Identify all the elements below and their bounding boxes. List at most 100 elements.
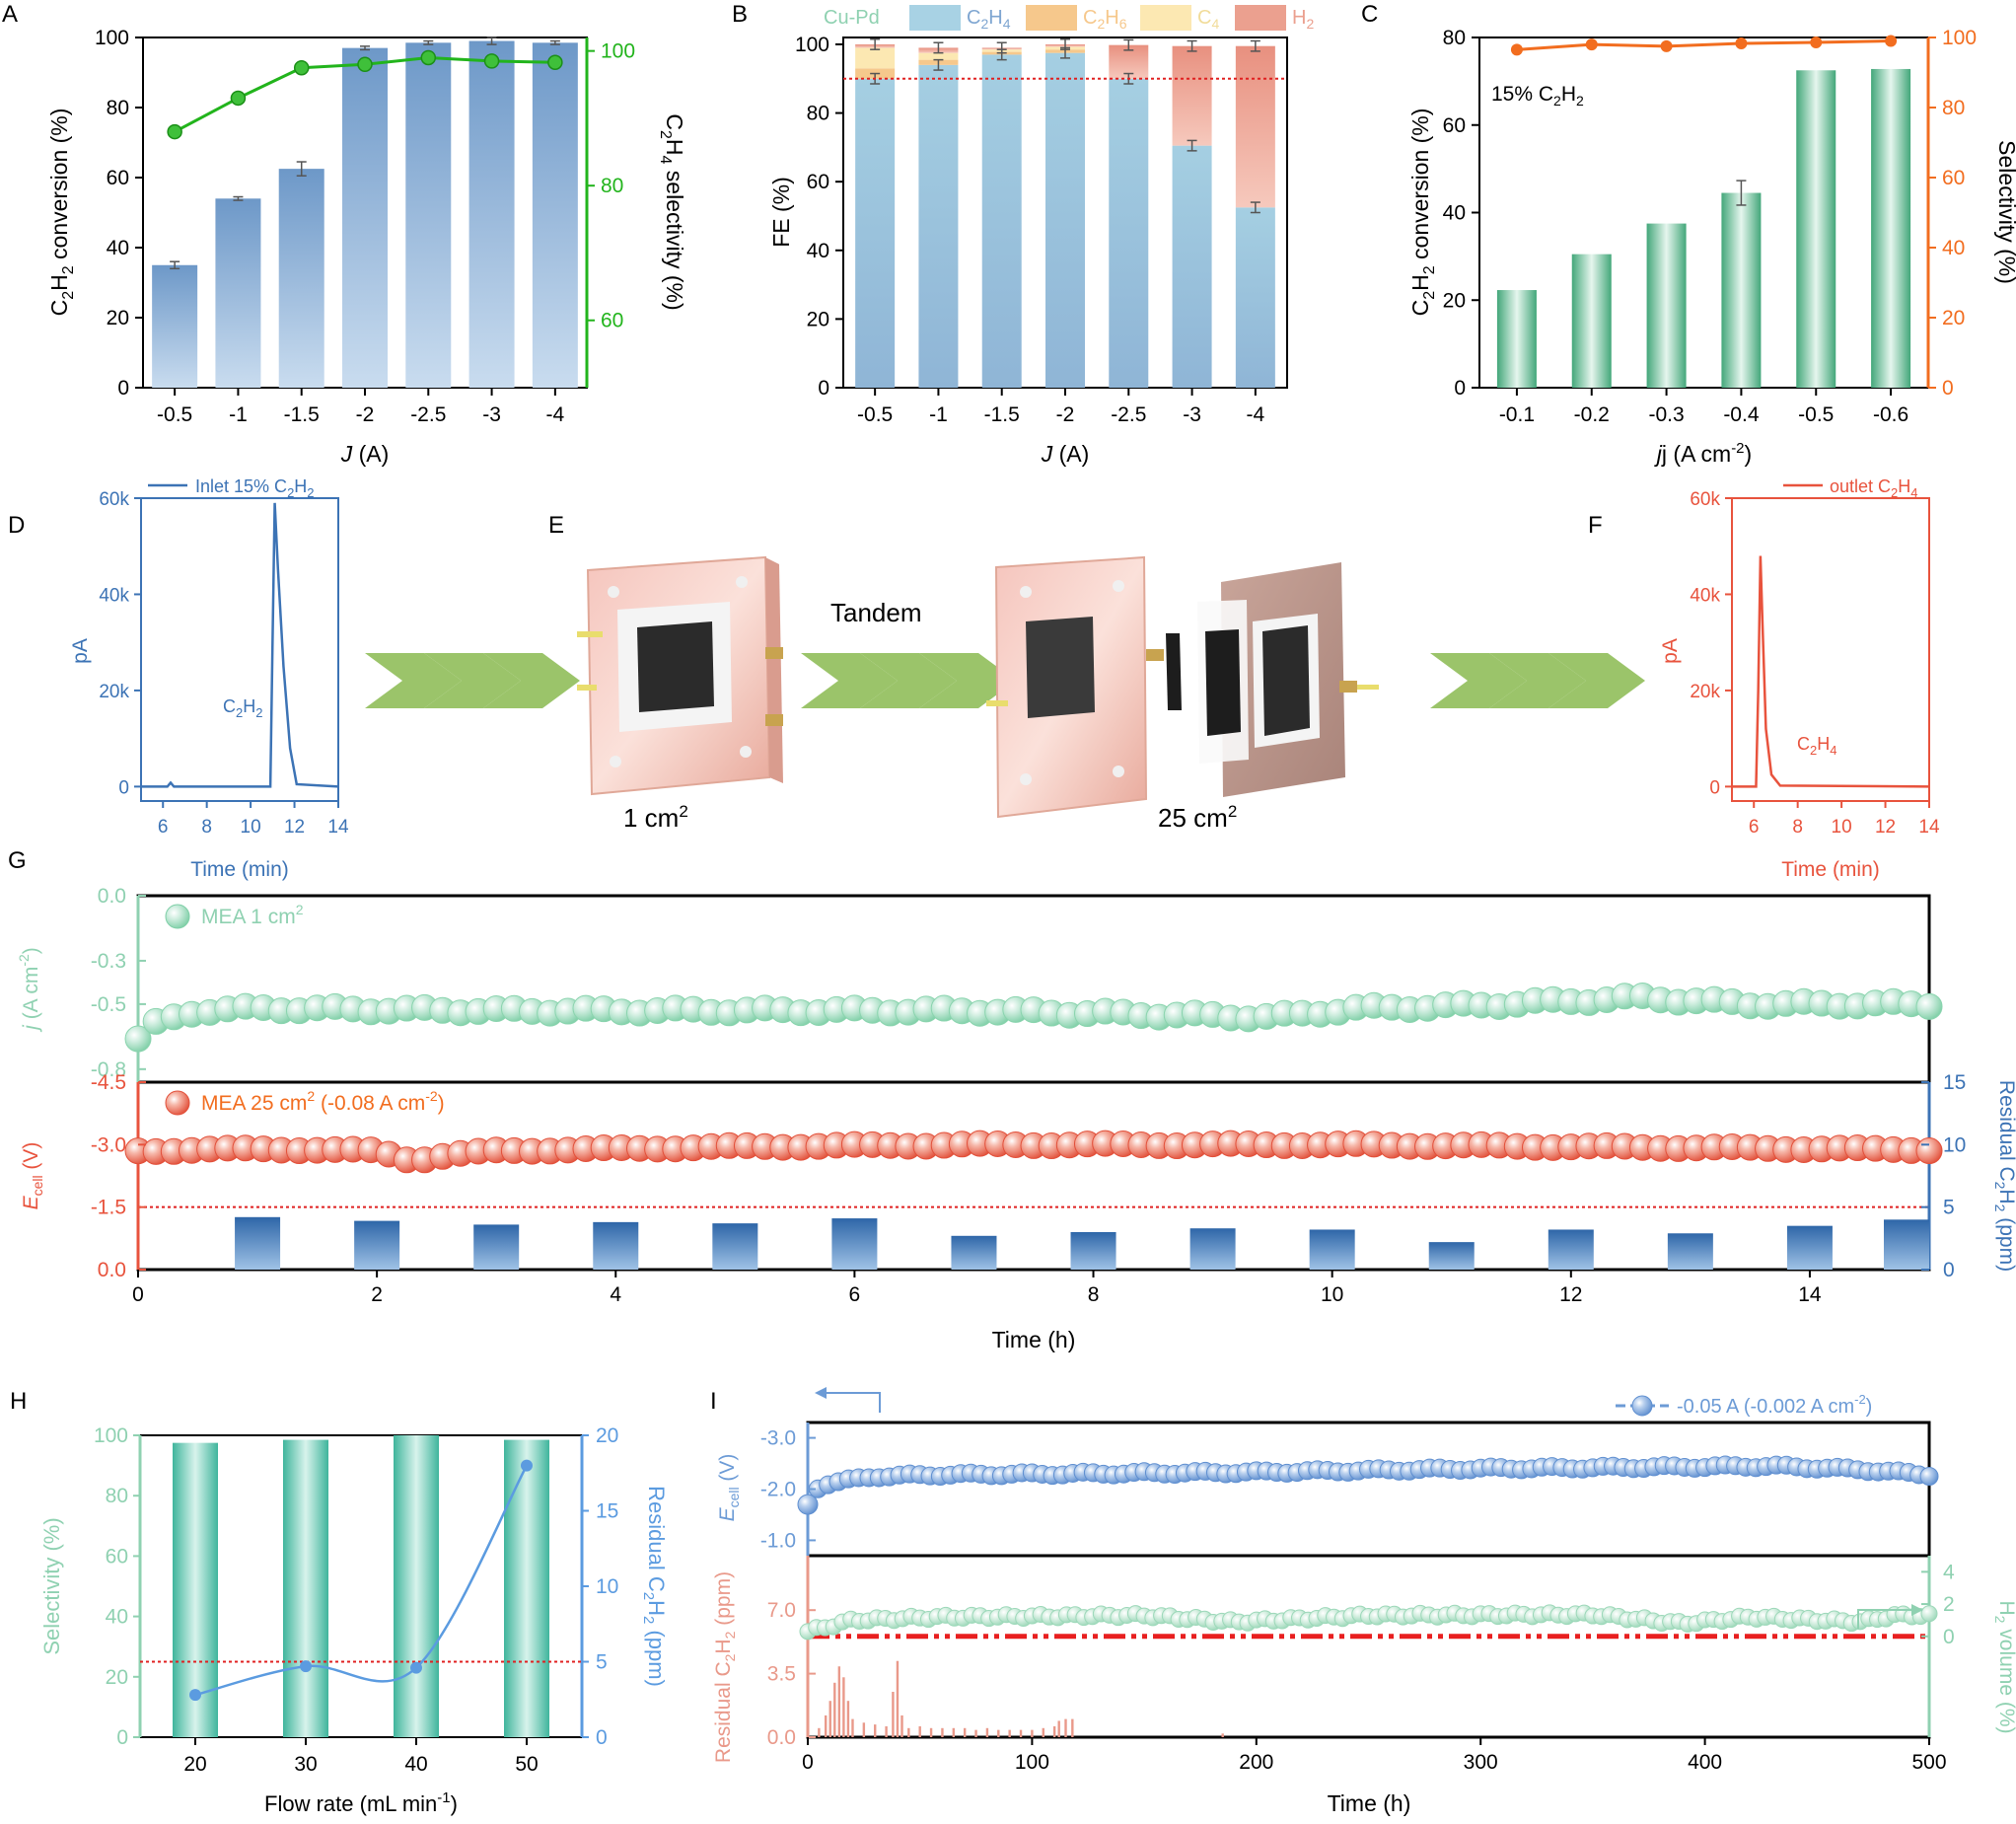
y-tick-label: 0 bbox=[117, 377, 129, 400]
x-tick-label: 300 bbox=[1464, 1751, 1498, 1774]
panel-b-chart: -0.5 -1 -1.5 -2 -2.5 -3 -4 0 20 40 60 80 100 FE (%)… bbox=[768, 5, 1314, 467]
residual-c2h2-bar bbox=[1786, 1225, 1833, 1270]
selectivity-bar bbox=[504, 1439, 549, 1737]
panel-g-chart: 0.0 -0.3 -0.5 -0.8-4.5 -3.0 -1.5 0.0 0 5 10 15 0 2 4 6… bbox=[16, 885, 2016, 1352]
residual-c2h2-bar bbox=[235, 1216, 281, 1270]
x-tick-label: -0.5 bbox=[857, 403, 893, 426]
y-tick-label: 0 bbox=[1943, 1626, 1955, 1648]
residual-c2h2-bar bbox=[900, 1715, 903, 1737]
panel-f-peak-label: C2H4 bbox=[1797, 734, 1836, 758]
x-tick-label: -1 bbox=[929, 403, 948, 426]
y-tick-label: 20 bbox=[807, 308, 829, 330]
x-tick-label: 10 bbox=[1832, 817, 1852, 838]
y-tick-label: 60 bbox=[1942, 167, 1965, 189]
legend-c2h4: C2H4 bbox=[967, 7, 1011, 32]
panel-b-ylabel: FE (%) bbox=[768, 177, 794, 248]
residual-c2h2-bar bbox=[1309, 1229, 1355, 1270]
x-tick-label: -3 bbox=[1183, 403, 1201, 426]
y-tick-label: 100 bbox=[94, 1424, 128, 1447]
panel-g-ylabel-bottom: Ecell (V) bbox=[20, 1142, 45, 1210]
residual-c2h2-bar bbox=[1057, 1720, 1060, 1737]
residual-c2h2-bar bbox=[896, 1660, 900, 1737]
residual-c2h2-bar bbox=[1031, 1729, 1034, 1737]
flow-arrow-right bbox=[1430, 653, 1645, 708]
inlet-c2h2-trace bbox=[141, 502, 339, 788]
residual-c2h2-bar bbox=[1008, 1729, 1011, 1737]
y-tick-label: 40 bbox=[107, 237, 129, 259]
y-tick-label: 20 bbox=[1942, 307, 1965, 329]
residual-c2h2-bar bbox=[828, 1701, 831, 1737]
panel-g-ylabel-top: j (A cm-2) bbox=[16, 947, 42, 1033]
panel-b-xlabel: J (A) bbox=[1041, 441, 1090, 467]
y-tick-label: 0 bbox=[1943, 1259, 1955, 1281]
panel-d-peak-label: C2H2 bbox=[223, 696, 262, 720]
y-tick-label: -0.5 bbox=[91, 993, 126, 1016]
fe-c4-bar bbox=[855, 47, 896, 69]
panel-b-legend: Cu-Pd C2H4 C2H6 C4 H2 bbox=[824, 5, 1314, 32]
legend-c2h6: C2H6 bbox=[1083, 7, 1127, 32]
x-tick-label: -4 bbox=[546, 403, 565, 426]
y-tick-label: 15 bbox=[1943, 1071, 1966, 1094]
x-tick-label: -1 bbox=[229, 403, 248, 426]
residual-c2h2-bar bbox=[846, 1701, 850, 1737]
x-tick-label: -0.6 bbox=[1873, 403, 1908, 426]
panel-e-illustration: Tandem 1 cm2 25 cm2 bbox=[365, 555, 1645, 833]
panel-g-xlabel: Time (h) bbox=[992, 1327, 1076, 1352]
selectivity-point bbox=[1735, 37, 1748, 50]
cell-voltage-point bbox=[1915, 1137, 1943, 1165]
residual-c2h2-bar bbox=[831, 1218, 878, 1270]
y-tick-label: 2 bbox=[1943, 1593, 1955, 1616]
tandem-label: Tandem bbox=[830, 598, 922, 627]
fe-c2h4-bar bbox=[981, 54, 1022, 388]
y-tick-label: 5 bbox=[596, 1651, 608, 1674]
panel-label-c: C bbox=[1361, 1, 1378, 28]
current-density-point bbox=[1915, 992, 1943, 1020]
y-tick-label: 60 bbox=[107, 167, 129, 189]
selectivity-point bbox=[1885, 35, 1898, 47]
y-tick-label: 7.0 bbox=[767, 1599, 796, 1622]
residual-c2h2-bar bbox=[874, 1724, 877, 1737]
legend-cu-pd: Cu-Pd bbox=[824, 7, 880, 29]
y-tick-label: 80 bbox=[601, 175, 623, 197]
selectivity-point bbox=[230, 90, 247, 107]
x-tick-label: 12 bbox=[1559, 1283, 1582, 1306]
y-tick-label: 100 bbox=[1942, 27, 1977, 49]
y-tick-label: 60 bbox=[1443, 114, 1466, 137]
arrow-to-right-axis bbox=[1857, 1609, 1917, 1629]
y-tick-label: 0.0 bbox=[98, 1259, 126, 1281]
residual-c2h2-bar bbox=[907, 1727, 910, 1737]
legend-c4: C4 bbox=[1197, 7, 1219, 32]
panel-c-ylabel-right: Selectivity (%) bbox=[1994, 140, 2016, 284]
panel-f-xlabel: Time (min) bbox=[1781, 858, 1880, 881]
x-tick-label: -0.1 bbox=[1499, 403, 1535, 426]
panel-a-xlabel: J (A) bbox=[340, 441, 390, 467]
y-tick-label: 40 bbox=[106, 1606, 128, 1629]
legend-swatch-c2h4 bbox=[909, 5, 961, 31]
panel-c-annotation: 15% C2H2 bbox=[1491, 83, 1584, 109]
x-tick-label: -2.5 bbox=[1111, 403, 1146, 426]
y-tick-label: 20 bbox=[1443, 289, 1466, 312]
y-tick-label: -4.5 bbox=[91, 1071, 126, 1094]
residual-c2h2-bar bbox=[1019, 1729, 1023, 1737]
h2-volume-point bbox=[1920, 1605, 1938, 1623]
fe-c4-bar bbox=[918, 52, 959, 60]
x-tick-label: 8 bbox=[1792, 817, 1803, 838]
y-tick-label: 0 bbox=[1942, 377, 1954, 400]
residual-c2h2-bar bbox=[354, 1220, 400, 1270]
y-tick-label: 20 bbox=[107, 307, 129, 329]
residual-c2h2-bar bbox=[842, 1677, 845, 1737]
residual-c2h2-bar bbox=[1042, 1727, 1044, 1737]
panel-c-xlabel: jj (A cm-2) bbox=[1654, 440, 1752, 467]
x-tick-label: -0.5 bbox=[157, 403, 192, 426]
y-tick-label: 0.0 bbox=[98, 885, 126, 908]
x-tick-label: 12 bbox=[284, 817, 305, 838]
y-tick-label: 80 bbox=[107, 97, 129, 119]
y-tick-label: 100 bbox=[601, 40, 635, 63]
y-tick-label: -1.0 bbox=[760, 1529, 796, 1552]
flow-arrow-middle bbox=[801, 653, 1016, 708]
panel-a-ylabel-right: C2H4 selectivity (%) bbox=[657, 113, 687, 310]
selectivity-point bbox=[357, 56, 373, 73]
x-tick-label: 2 bbox=[371, 1283, 383, 1306]
conversion-bar bbox=[152, 264, 198, 388]
y-tick-label: 0.0 bbox=[767, 1726, 796, 1749]
